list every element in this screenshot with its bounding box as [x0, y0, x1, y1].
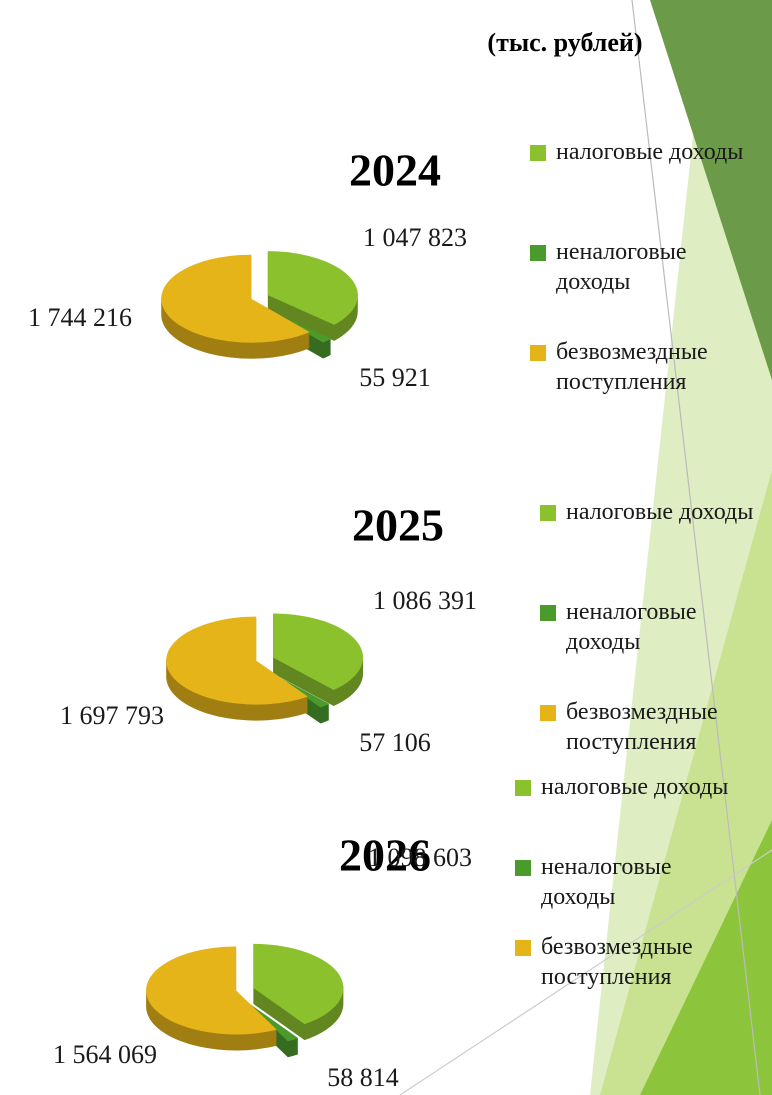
- legend-swatch: [540, 605, 556, 621]
- data-label: 1 564 069: [53, 1040, 157, 1069]
- legend-item: безвозмездные поступления: [530, 337, 745, 397]
- legend-swatch: [540, 505, 556, 521]
- data-label: 1 744 216: [28, 303, 132, 332]
- slice: [161, 254, 310, 343]
- legend-item: неналоговые доходы: [540, 597, 755, 657]
- slice: [166, 616, 308, 705]
- slice: [146, 946, 277, 1035]
- legend-item: налоговые доходы: [530, 137, 745, 167]
- bg-line: [399, 849, 772, 1095]
- data-label: 1 086 391: [373, 586, 477, 615]
- data-label: 57 106: [359, 728, 431, 757]
- bg-shape: [640, 820, 772, 1095]
- legend-swatch: [530, 245, 546, 261]
- slice: [273, 613, 364, 690]
- legend-label: неналоговые доходы: [541, 854, 672, 910]
- data-label: 58 814: [327, 1063, 399, 1092]
- legend-label: налоговые доходы: [566, 499, 754, 525]
- legend-item: налоговые доходы: [515, 772, 730, 802]
- legend-swatch: [515, 940, 531, 956]
- legend-label: безвозмездные поступления: [566, 699, 718, 755]
- legend-item: безвозмездные поступления: [540, 697, 755, 757]
- slice: [267, 251, 358, 325]
- data-label: 1 047 823: [363, 223, 467, 252]
- legend-swatch: [540, 705, 556, 721]
- legend-item: безвозмездные поступления: [515, 932, 730, 992]
- legend-label: налоговые доходы: [556, 139, 744, 165]
- chart-title: 2025: [352, 500, 444, 551]
- slice: [253, 943, 344, 1025]
- data-label: 1 098 603: [368, 843, 472, 872]
- header-title: (тыс. рублей): [487, 28, 642, 57]
- legend-swatch: [515, 860, 531, 876]
- legend-swatch: [515, 780, 531, 796]
- data-label: 1 697 793: [60, 701, 164, 730]
- legend-swatch: [530, 145, 546, 161]
- legend-item: налоговые доходы: [540, 497, 755, 527]
- legend-item: неналоговые доходы: [530, 237, 745, 297]
- legend-item: неналоговые доходы: [515, 852, 730, 912]
- legend-label: безвозмездные поступления: [541, 934, 693, 990]
- legend-swatch: [530, 345, 546, 361]
- legend-label: безвозмездные поступления: [556, 339, 708, 395]
- legend-label: налоговые доходы: [541, 774, 729, 800]
- chart-title: 2026: [339, 830, 431, 881]
- bg-line: [631, 0, 761, 1095]
- chart-title: 2024: [349, 145, 441, 196]
- bg-shape: [650, 0, 772, 380]
- data-label: 55 921: [359, 363, 431, 392]
- legend-label: неналоговые доходы: [566, 599, 697, 655]
- legend-label: неналоговые доходы: [556, 239, 687, 295]
- slice: [247, 1002, 299, 1042]
